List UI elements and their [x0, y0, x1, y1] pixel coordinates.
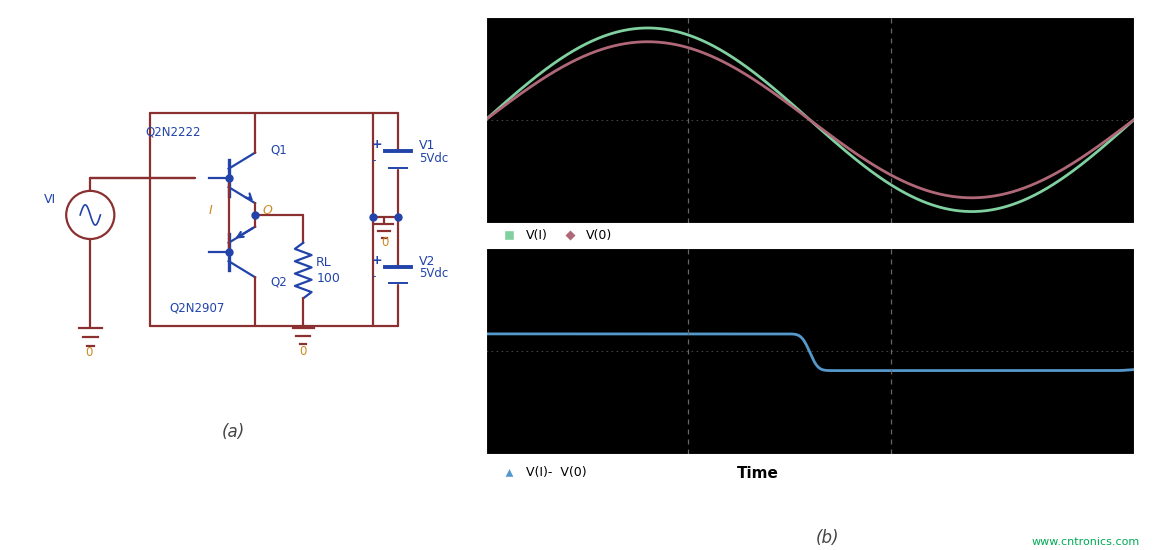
Text: VI: VI [44, 194, 56, 206]
Text: Q1: Q1 [271, 144, 288, 157]
Text: Q2N2907: Q2N2907 [169, 301, 224, 314]
Text: 0: 0 [300, 345, 307, 358]
Text: I: I [208, 204, 213, 217]
Text: 5Vdc: 5Vdc [419, 267, 448, 280]
Text: 0: 0 [86, 346, 93, 359]
Text: Q2N2222: Q2N2222 [146, 125, 201, 138]
Legend: V(I)-  V(0): V(I)- V(0) [492, 461, 591, 484]
Text: O: O [261, 204, 272, 217]
Text: (b): (b) [816, 529, 839, 547]
Text: -: - [371, 154, 376, 167]
Legend: V(I), V(0): V(I), V(0) [492, 224, 618, 247]
Text: 0: 0 [381, 236, 389, 249]
Text: www.cntronics.com: www.cntronics.com [1031, 537, 1140, 547]
Text: Time: Time [737, 466, 779, 481]
Text: RL: RL [316, 256, 332, 269]
Text: +: + [371, 254, 382, 267]
Text: (a): (a) [222, 423, 245, 441]
Text: 100: 100 [316, 272, 340, 285]
Text: Q2: Q2 [271, 276, 288, 289]
Text: +: + [371, 138, 382, 151]
Text: V1: V1 [419, 139, 435, 152]
Text: 5Vdc: 5Vdc [419, 152, 448, 164]
Text: -: - [371, 270, 376, 283]
Text: V2: V2 [419, 255, 435, 268]
